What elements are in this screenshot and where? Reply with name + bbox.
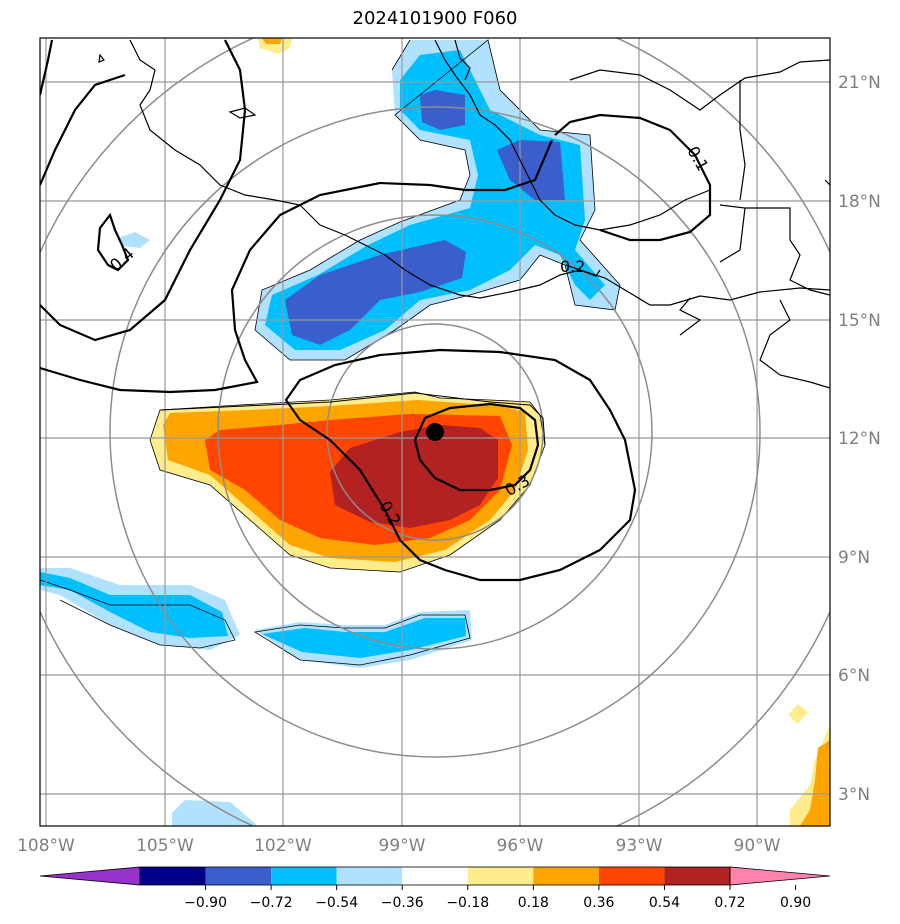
colorbar-cell: [402, 867, 468, 885]
colorbar-tick-label: −0.18: [446, 895, 489, 911]
contour-label-3: 0.2: [560, 257, 585, 276]
colorbar-cell: [140, 867, 206, 885]
lat-label-3: 12°N: [838, 429, 881, 449]
colorbar-tick-label: −0.90: [184, 895, 227, 911]
negative-region-dark-1: [420, 90, 465, 130]
map-area: 0.4 0.2 0.3 0.2 0.1: [40, 38, 830, 826]
coastlines: [98, 39, 830, 389]
graticule: [40, 38, 830, 826]
map-frame: [39, 37, 831, 827]
colorbar-tick-label: 0.90: [780, 895, 811, 911]
colorbar-tick-label: −0.54: [315, 895, 358, 911]
negative-region-dark-3: [285, 240, 466, 345]
negative-region-dark-2: [497, 140, 565, 200]
map-title: 2024101900 F060: [352, 8, 518, 29]
positive-region-se-core: [800, 740, 830, 826]
negative-region-small: [118, 232, 150, 248]
positive-region-dark-red: [330, 425, 498, 528]
colorbar-outline: [139, 866, 731, 886]
lon-label-6: 90°W: [734, 836, 781, 856]
colorbar-cell: [664, 867, 730, 885]
colorbar-tick-label: 0.18: [518, 895, 549, 911]
colorbar-tick-label: 0.54: [649, 895, 680, 911]
lon-label-4: 96°W: [497, 836, 544, 856]
lat-label-5: 6°N: [838, 666, 870, 686]
colorbar: −0.90 −0.72 −0.54 −0.36 −0.18 0.18 0.36 0.54 0.7…: [39, 866, 831, 911]
colorbar-cell: [533, 867, 599, 885]
lat-label-0: 21°N: [838, 73, 881, 93]
lat-label-2: 15°N: [838, 311, 881, 331]
colorbar-tick-label: 0.72: [714, 895, 745, 911]
lon-label-5: 93°W: [616, 836, 663, 856]
colorbar-cell: [598, 867, 665, 885]
colorbar-cell: [271, 867, 337, 885]
lat-label-6: 3°N: [838, 785, 870, 805]
colorbar-cell: [336, 867, 403, 885]
lat-label-4: 9°N: [838, 548, 870, 568]
storm-center-marker: [426, 423, 444, 441]
lon-label-2: 102°W: [254, 836, 312, 856]
contour-label-0: 0.4: [106, 244, 138, 275]
lon-labels: 108°W 105°W 102°W 99°W 96°W 93°W 90°W: [17, 836, 781, 856]
colorbar-tick-label: −0.72: [250, 895, 293, 911]
contour-lines: [40, 39, 712, 582]
colorbar-tick-label: 0.36: [583, 895, 614, 911]
colorbar-tick-label: −0.36: [381, 895, 424, 911]
negative-band-bottom: [172, 800, 258, 826]
lat-labels: 21°N 18°N 15°N 12°N 9°N 6°N 3°N: [838, 73, 881, 805]
colorbar-cell: [205, 867, 272, 885]
positive-region-se-small: [788, 704, 808, 724]
range-rings: [40, 38, 830, 826]
contour-thin: [159, 392, 546, 446]
lon-label-1: 105°W: [136, 836, 194, 856]
colorbar-extend-low: [39, 866, 141, 886]
lon-label-3: 99°W: [379, 836, 426, 856]
lon-label-0: 108°W: [17, 836, 75, 856]
colorbar-extend-high: [729, 866, 831, 886]
lat-label-1: 18°N: [838, 192, 881, 212]
colorbar-cell: [467, 867, 534, 885]
positive-region-top-core: [262, 38, 282, 44]
